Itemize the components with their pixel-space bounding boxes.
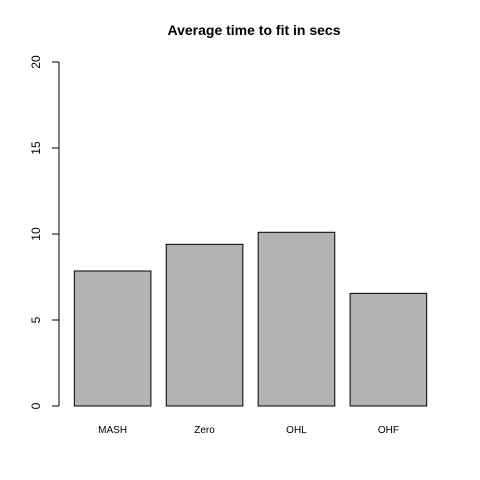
x-axis-labels: MASH Zero OHL OHF: [98, 425, 399, 436]
y-tick-label: 15: [29, 141, 43, 155]
y-tick-label: 10: [29, 227, 43, 241]
x-category-label: MASH: [98, 425, 127, 436]
x-category-label: OHF: [378, 425, 399, 436]
bar-ohl: [257, 231, 336, 407]
y-axis: 0 5 10 15 20: [29, 55, 60, 409]
y-tick-label: 0: [29, 402, 43, 409]
bar-zero: [165, 243, 244, 407]
y-tick-label: 5: [29, 316, 43, 323]
x-category-label: OHL: [286, 425, 307, 436]
x-category-label: Zero: [194, 425, 215, 436]
chart-title: Average time to fit in secs: [168, 22, 341, 38]
bar-ohf: [349, 292, 428, 407]
y-tick-label: 20: [29, 55, 43, 69]
bars: [73, 231, 428, 407]
bar-mash: [73, 270, 152, 407]
